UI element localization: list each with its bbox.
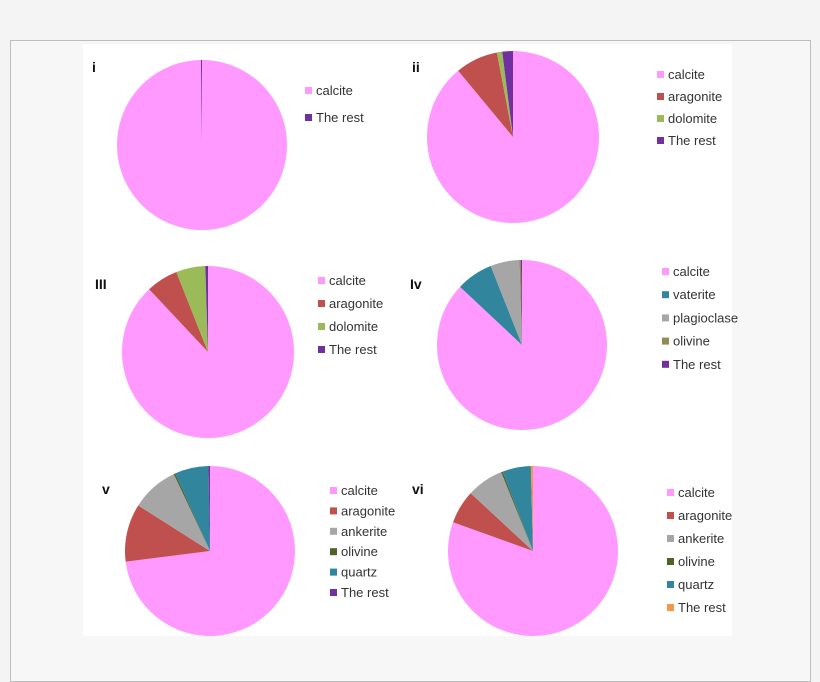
legend-label: vaterite <box>673 287 716 302</box>
pie-slice-ankerite <box>470 472 533 551</box>
legend-swatch <box>318 346 325 353</box>
legend-swatch <box>667 535 674 542</box>
legend-label: calcite <box>341 483 378 498</box>
legend-swatch <box>667 604 674 611</box>
pie-slice-quartz <box>502 466 533 551</box>
panel-label: vi <box>412 481 424 497</box>
legend-swatch <box>330 548 337 556</box>
legend-label: The rest <box>673 357 721 372</box>
pie-slice-olivine <box>519 260 522 345</box>
legend-label: aragonite <box>678 508 732 523</box>
legend-swatch <box>305 87 312 94</box>
pie-slice-the-rest <box>502 51 513 137</box>
legend-swatch <box>305 114 312 121</box>
pie-slice-the-rest <box>200 60 202 145</box>
legend-label: quartz <box>678 577 714 592</box>
pie-slice-dolomite <box>496 51 513 138</box>
legend-swatch <box>662 337 669 345</box>
pie-slice-the-rest <box>520 260 522 345</box>
legend-swatch <box>662 360 669 368</box>
legend-swatch <box>667 489 674 496</box>
legend-label: aragonite <box>668 89 722 104</box>
legend-label: plagioclase <box>673 310 738 325</box>
legend-swatch <box>330 487 337 494</box>
pie-slice-olivine <box>173 473 210 551</box>
legend-label: dolomite <box>668 111 717 126</box>
legend-swatch <box>667 558 674 565</box>
pie-slice-aragonite <box>125 505 210 562</box>
legend-label: The rest <box>668 133 716 148</box>
legend-label: The rest <box>678 600 726 615</box>
legend-label: The rest <box>341 585 389 600</box>
panel-label: i <box>92 59 96 75</box>
pie-slice-aragonite <box>149 272 208 352</box>
pie-slice-quartz <box>175 466 210 551</box>
pie-slice-olivine <box>501 471 533 551</box>
legend-swatch <box>662 314 669 322</box>
legend-label: olivine <box>341 544 378 559</box>
legend-label: calcite <box>668 67 705 82</box>
legend-swatch <box>318 300 325 307</box>
legend-label: aragonite <box>329 296 383 311</box>
legend-swatch <box>330 589 337 596</box>
legend-swatch <box>667 512 674 519</box>
legend-label: olivine <box>673 334 710 349</box>
legend-swatch <box>330 507 337 515</box>
pie-slice-calcite <box>125 466 296 636</box>
legend-label: ankerite <box>678 531 724 546</box>
legend-swatch <box>662 291 669 299</box>
legend-swatch <box>657 137 664 144</box>
pie-slice-aragonite <box>458 52 513 137</box>
pie-slice-vaterite <box>460 265 522 345</box>
pie-slice-ankerite <box>138 474 210 551</box>
pie-slice-calcite <box>116 60 287 231</box>
legend-label: calcite <box>673 264 710 279</box>
pie-charts: i calcite The rest ii calcite aragonite dolomi… <box>92 50 738 637</box>
legend-swatch <box>657 115 664 122</box>
legend-label: calcite <box>316 83 353 98</box>
legend-label: aragonite <box>341 503 395 518</box>
legend-label: olivine <box>678 554 715 569</box>
legend-label: ankerite <box>341 524 387 539</box>
pie-slice-calcite <box>121 266 294 439</box>
panel-label: III <box>95 276 107 292</box>
panel-label: ii <box>412 59 420 75</box>
pie-slice-the-rest <box>530 466 533 551</box>
pie-slice-aragonite <box>453 493 533 551</box>
legend-swatch <box>657 93 664 100</box>
legend-swatch <box>318 323 325 330</box>
pie-slice-the-rest <box>208 466 210 551</box>
pie-slice-dolomite <box>176 266 208 352</box>
legend-swatch <box>657 71 664 78</box>
legend-swatch <box>330 527 337 535</box>
pie-slice-the-rest <box>205 266 208 352</box>
pie-slice-plagioclase <box>490 260 522 345</box>
legend-swatch <box>330 568 337 576</box>
panel-label: v <box>102 481 110 497</box>
legend-swatch <box>662 268 669 275</box>
legend-label: quartz <box>341 565 377 580</box>
legend-swatch <box>318 277 325 284</box>
legend-label: The rest <box>316 110 364 125</box>
legend-label: dolomite <box>329 319 378 334</box>
legend-label: calcite <box>678 485 715 500</box>
legend-label: The rest <box>329 342 377 357</box>
legend-label: calcite <box>329 273 366 288</box>
legend-swatch <box>667 581 674 588</box>
panel-label: Iv <box>410 276 422 292</box>
